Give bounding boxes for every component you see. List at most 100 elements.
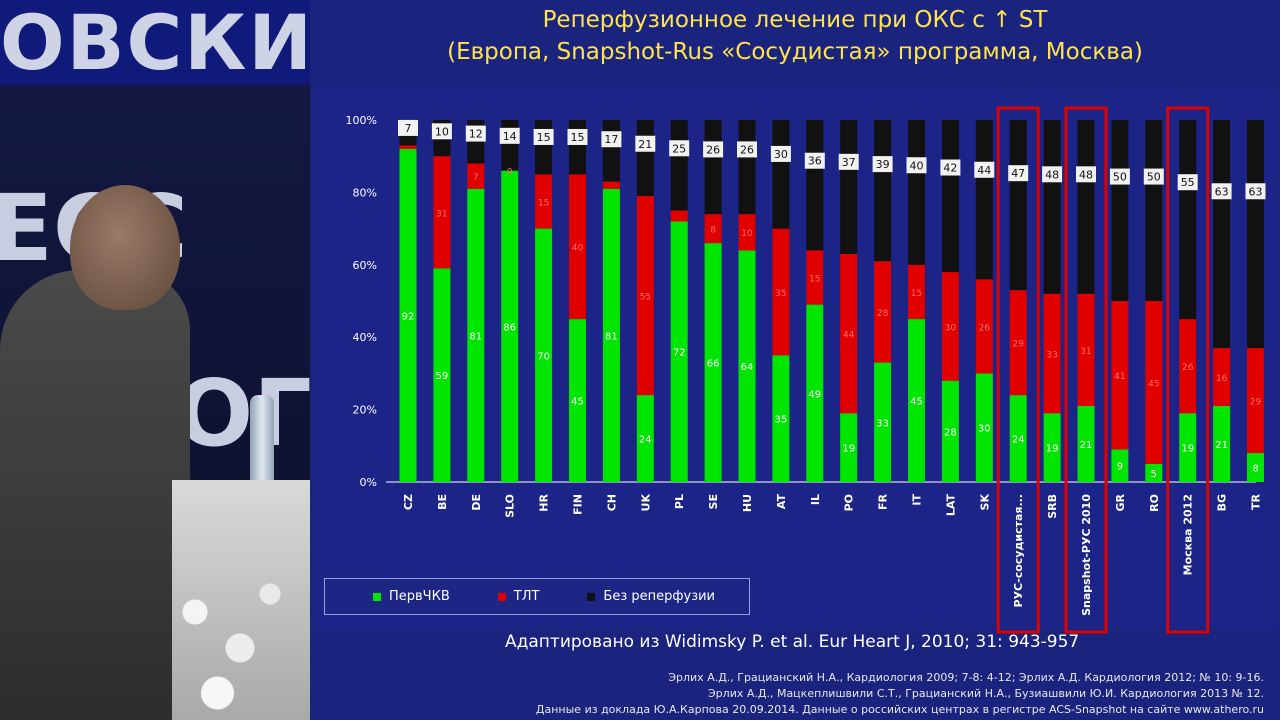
data-label-tlt: 26 bbox=[1182, 363, 1194, 373]
data-label-pci: 33 bbox=[876, 418, 889, 429]
bar-segment bbox=[941, 272, 959, 381]
data-label-none-box bbox=[1076, 166, 1096, 183]
data-label-pci: 49 bbox=[808, 389, 821, 400]
data-label-pci: 81 bbox=[605, 331, 618, 342]
bar-segment bbox=[874, 362, 892, 482]
data-label-none-box bbox=[1211, 183, 1232, 200]
bar-segment bbox=[1043, 293, 1061, 414]
x-tick-label: SK bbox=[978, 494, 991, 511]
legend-swatch-pci bbox=[373, 592, 381, 601]
data-label-tlt: 33 bbox=[1046, 350, 1057, 360]
data-label-tlt: 31 bbox=[1080, 347, 1091, 357]
data-label-pci: 92 bbox=[402, 311, 415, 322]
data-label-none-box bbox=[838, 153, 859, 170]
y-tick-label: 20% bbox=[353, 404, 377, 417]
source-citation: Адаптировано из Widimsky P. et al. Eur H… bbox=[505, 632, 1080, 652]
data-label-none-box bbox=[906, 157, 927, 174]
bar-segment bbox=[1179, 319, 1197, 414]
bar-segment bbox=[738, 250, 756, 482]
x-tick-label: FIN bbox=[572, 494, 585, 515]
slide-title-line2: (Европа, Snapshot-Rus «Сосудистая» прогр… bbox=[447, 39, 1143, 65]
bar-segment bbox=[1247, 120, 1264, 349]
data-label-none: 48 bbox=[1045, 168, 1059, 181]
data-label-none: 50 bbox=[1147, 171, 1161, 184]
data-label-pci: 59 bbox=[436, 371, 449, 382]
x-tick-label: IT bbox=[911, 494, 924, 506]
bar-segment bbox=[602, 188, 620, 482]
data-label-none: 26 bbox=[706, 143, 720, 156]
bar-segment bbox=[1145, 301, 1163, 464]
data-label-pci: 9 bbox=[1117, 462, 1123, 473]
data-label-tlt: 28 bbox=[877, 309, 889, 319]
x-tick-label: IL bbox=[809, 494, 822, 505]
bar-segment bbox=[941, 120, 959, 273]
bar-segment bbox=[1043, 413, 1061, 482]
data-label-none-box bbox=[567, 128, 588, 145]
bar-segment bbox=[467, 188, 485, 482]
y-tick-label: 0% bbox=[360, 476, 377, 489]
data-label-none-box bbox=[1143, 168, 1164, 185]
bar-segment bbox=[602, 120, 620, 182]
data-label-none: 15 bbox=[571, 131, 585, 144]
references: Эрлих А.Д., Грацианский Н.А., Кардиологи… bbox=[334, 670, 1264, 718]
data-label-pci: 35 bbox=[775, 415, 788, 426]
data-label-tlt: 8 bbox=[710, 226, 716, 236]
bar-segment bbox=[1213, 348, 1231, 406]
data-label-none: 7 bbox=[405, 122, 412, 135]
data-label-tlt: 26 bbox=[979, 323, 991, 333]
slide-title: Реперфузионное лечение при ОКС с ↑ ST (Е… bbox=[310, 4, 1280, 68]
data-label-pci: 19 bbox=[1046, 444, 1059, 455]
data-label-tlt: 30 bbox=[945, 323, 957, 333]
data-label-none: 36 bbox=[808, 155, 822, 168]
data-label-pci: 19 bbox=[842, 444, 855, 455]
data-label-none-box bbox=[669, 140, 690, 157]
data-label-none: 30 bbox=[774, 148, 788, 161]
bar-segment bbox=[975, 279, 993, 374]
data-label-none-box bbox=[974, 161, 995, 178]
x-tick-label: Snapshot-РУС 2010 bbox=[1080, 494, 1093, 616]
data-label-tlt: 7 bbox=[473, 173, 479, 183]
x-tick-label: РУС-сосудистая... bbox=[1012, 494, 1025, 607]
data-label-none: 14 bbox=[503, 130, 517, 143]
data-label-tlt: 15 bbox=[911, 289, 922, 299]
data-label-pci: 66 bbox=[707, 359, 720, 370]
stacked-bar-chart: 0%20%40%60%80%100%927CZ593110BE81712DE86… bbox=[314, 88, 1276, 634]
bar-segment bbox=[501, 120, 519, 171]
bar-segment bbox=[636, 120, 654, 197]
bar-segment bbox=[569, 319, 586, 482]
presentation-slide: Реперфузионное лечение при ОКС с ↑ ST (Е… bbox=[310, 0, 1280, 720]
data-label-pci: 86 bbox=[503, 322, 516, 333]
bar-segment bbox=[670, 221, 688, 483]
y-tick-label: 100% bbox=[346, 114, 377, 127]
x-tick-label: HR bbox=[538, 493, 551, 511]
bar-segment bbox=[501, 170, 519, 482]
chart-panel bbox=[314, 88, 1276, 628]
bar-segment bbox=[874, 120, 892, 262]
data-label-pci: 21 bbox=[1080, 440, 1093, 451]
x-tick-label: FR bbox=[877, 493, 890, 510]
bar-segment bbox=[1043, 120, 1061, 294]
bar-segment bbox=[840, 413, 858, 482]
bar-segment bbox=[602, 181, 620, 189]
data-label-none-box bbox=[703, 141, 724, 158]
bar-segment bbox=[941, 380, 959, 482]
bar-segment bbox=[738, 120, 756, 215]
water-bottle bbox=[250, 395, 274, 485]
bar-segment bbox=[670, 120, 688, 211]
bar-segment bbox=[467, 163, 485, 189]
bar-segment bbox=[1077, 293, 1095, 406]
legend-item-none: Без реперфузии bbox=[587, 589, 715, 604]
flowers bbox=[150, 540, 300, 720]
data-label-tlt: 31 bbox=[436, 209, 447, 219]
data-label-pci: 19 bbox=[1181, 444, 1194, 455]
data-label-none: 48 bbox=[1079, 168, 1093, 181]
legend-swatch-tlt bbox=[497, 592, 506, 601]
bar-segment bbox=[704, 243, 722, 482]
data-label-none-box bbox=[804, 152, 825, 169]
slide-title-line1: Реперфузионное лечение при ОКС с ↑ ST bbox=[542, 7, 1048, 33]
data-label-none-box bbox=[431, 123, 452, 140]
bar-segment bbox=[908, 319, 925, 482]
bar-segment bbox=[1111, 449, 1129, 482]
data-label-none: 10 bbox=[435, 125, 449, 138]
bar-segment bbox=[399, 148, 417, 482]
